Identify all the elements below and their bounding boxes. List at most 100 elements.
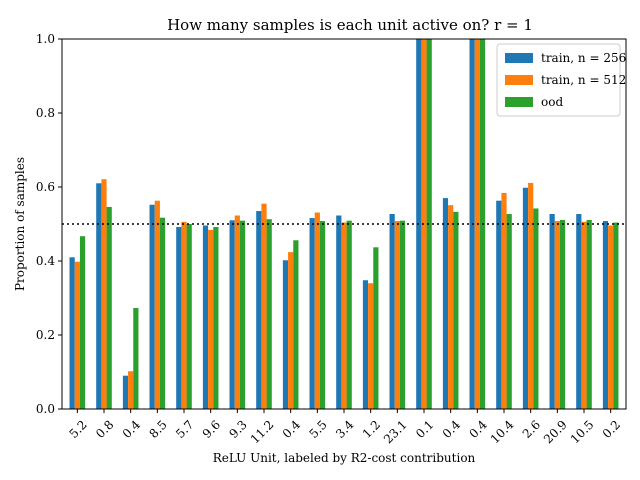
bar-ood-18 (559, 219, 566, 409)
bar-ood-19 (586, 219, 592, 409)
bar-ood-9 (319, 221, 326, 409)
bar-train-n-256-4 (176, 226, 182, 409)
legend-label: ood (541, 95, 563, 109)
bar-train-n-512-19 (581, 221, 587, 409)
bar-train-n-256-1 (96, 183, 102, 409)
bar-train-n-256-5 (202, 225, 209, 409)
legend-swatch (505, 53, 533, 63)
x-tick-label: 5.5 (306, 418, 329, 441)
x-tick-label: 23.1 (381, 418, 410, 447)
x-tick-label: 10.4 (488, 417, 517, 446)
bar-ood-10 (346, 220, 352, 409)
y-tick-label: 0.0 (36, 402, 55, 416)
bar-train-n-256-19 (576, 214, 582, 409)
bar-ood-14 (453, 211, 459, 409)
bar-train-n-512-3 (154, 200, 160, 409)
y-tick-label: 1.0 (36, 32, 55, 46)
x-tick-label: 9.3 (226, 418, 249, 441)
bar-train-n-512-2 (128, 371, 134, 409)
x-axis: 5.2 0.8 0.4 8.5 5.7 9.6 9.311.2 0.4 5.5 3.4 1.223.… (66, 409, 623, 446)
bar-train-n-256-6 (229, 220, 235, 409)
bar-train-n-256-3 (149, 204, 155, 409)
y-axis: 0.0 0.2 0.4 0.6 0.8 1.0 (36, 32, 62, 416)
x-tick-label: 9.6 (200, 418, 223, 441)
bar-train-n-512-12 (394, 221, 400, 409)
bar-train-n-512-17 (528, 182, 534, 409)
x-tick-label: 8.5 (146, 418, 169, 441)
bar-train-n-512-7 (261, 203, 267, 409)
bar-train-n-256-14 (442, 198, 449, 409)
bar-ood-16 (506, 214, 512, 409)
plot-frame (61, 38, 627, 410)
bar-train-n-512-8 (288, 252, 294, 409)
bar-train-n-256-12 (389, 214, 395, 409)
bar-ood-17 (533, 208, 539, 409)
bar-train-n-256-8 (282, 260, 289, 409)
x-tick-label: 10.5 (568, 418, 597, 447)
y-tick-label: 0.8 (36, 106, 55, 120)
legend-swatch (505, 75, 533, 85)
x-tick-label: 3.4 (333, 417, 357, 441)
bar-train-n-512-9 (314, 212, 320, 409)
x-tick-label: 0.2 (600, 418, 623, 441)
bar-ood-5 (213, 226, 219, 409)
legend-swatch (505, 97, 533, 107)
bar-train-n-512-16 (501, 192, 507, 409)
bar-train-n-256-10 (336, 215, 342, 409)
bar-train-n-512-0 (74, 261, 80, 409)
x-tick-label: 11.2 (248, 418, 277, 447)
bar-train-n-256-20 (602, 221, 609, 409)
x-tick-label: 1.2 (360, 418, 383, 441)
bar-train-n-512-11 (368, 283, 374, 409)
x-tick-label: 0.4 (280, 417, 304, 441)
bar-train-n-512-5 (208, 229, 214, 409)
bar-ood-3 (159, 217, 166, 409)
x-tick-label: 0.8 (93, 418, 116, 441)
bar-ood-13 (426, 39, 432, 409)
bar-ood-2 (133, 307, 139, 409)
bar-ood-7 (266, 219, 272, 409)
x-tick-label: 0.4 (466, 417, 490, 441)
x-tick-label: 0.4 (120, 417, 144, 441)
bar-train-n-512-6 (234, 215, 240, 409)
bar-ood-20 (613, 222, 619, 409)
bar-train-n-256-0 (69, 257, 75, 409)
bar-train-n-256-2 (122, 375, 129, 409)
bar-train-n-512-14 (448, 205, 454, 409)
y-tick-label: 0.4 (36, 254, 55, 268)
legend-label: train, n = 256 (541, 51, 626, 65)
y-axis-label: Proportion of samples (13, 157, 27, 291)
bar-ood-0 (79, 236, 86, 409)
bar-ood-1 (106, 206, 112, 409)
bar-train-n-512-13 (421, 39, 427, 409)
bar-train-n-256-17 (522, 187, 529, 409)
y-tick-label: 0.6 (36, 180, 55, 194)
y-tick-label: 0.2 (36, 328, 55, 342)
bar-ood-12 (399, 220, 406, 409)
bars-group (69, 39, 619, 409)
x-tick-label: 5.2 (66, 418, 89, 441)
bar-ood-4 (186, 224, 192, 409)
x-tick-label: 0.4 (440, 417, 464, 441)
x-axis-label: ReLU Unit, labeled by R2-cost contributi… (213, 451, 476, 465)
x-tick-label: 20.9 (541, 418, 570, 447)
bar-train-n-512-1 (101, 179, 107, 409)
bar-train-n-256-16 (496, 200, 502, 409)
bar-train-n-256-11 (362, 280, 369, 409)
bar-train-n-512-20 (608, 225, 614, 409)
bar-train-n-256-7 (256, 211, 262, 409)
x-tick-label: 5.7 (173, 418, 196, 441)
bar-train-n-512-10 (341, 222, 347, 409)
bar-train-n-256-9 (309, 218, 315, 409)
bar-ood-11 (373, 247, 379, 409)
x-tick-label: 0.1 (413, 418, 436, 441)
legend: train, n = 256 train, n = 512 ood (496, 43, 626, 117)
bar-train-n-512-4 (181, 221, 187, 409)
chart-title: How many samples is each unit active on?… (167, 16, 533, 34)
bar-train-n-512-18 (554, 221, 560, 409)
bar-ood-6 (239, 220, 246, 409)
legend-label: train, n = 512 (541, 73, 626, 87)
x-tick-label: 2.6 (520, 418, 543, 441)
bar-ood-8 (293, 240, 299, 409)
